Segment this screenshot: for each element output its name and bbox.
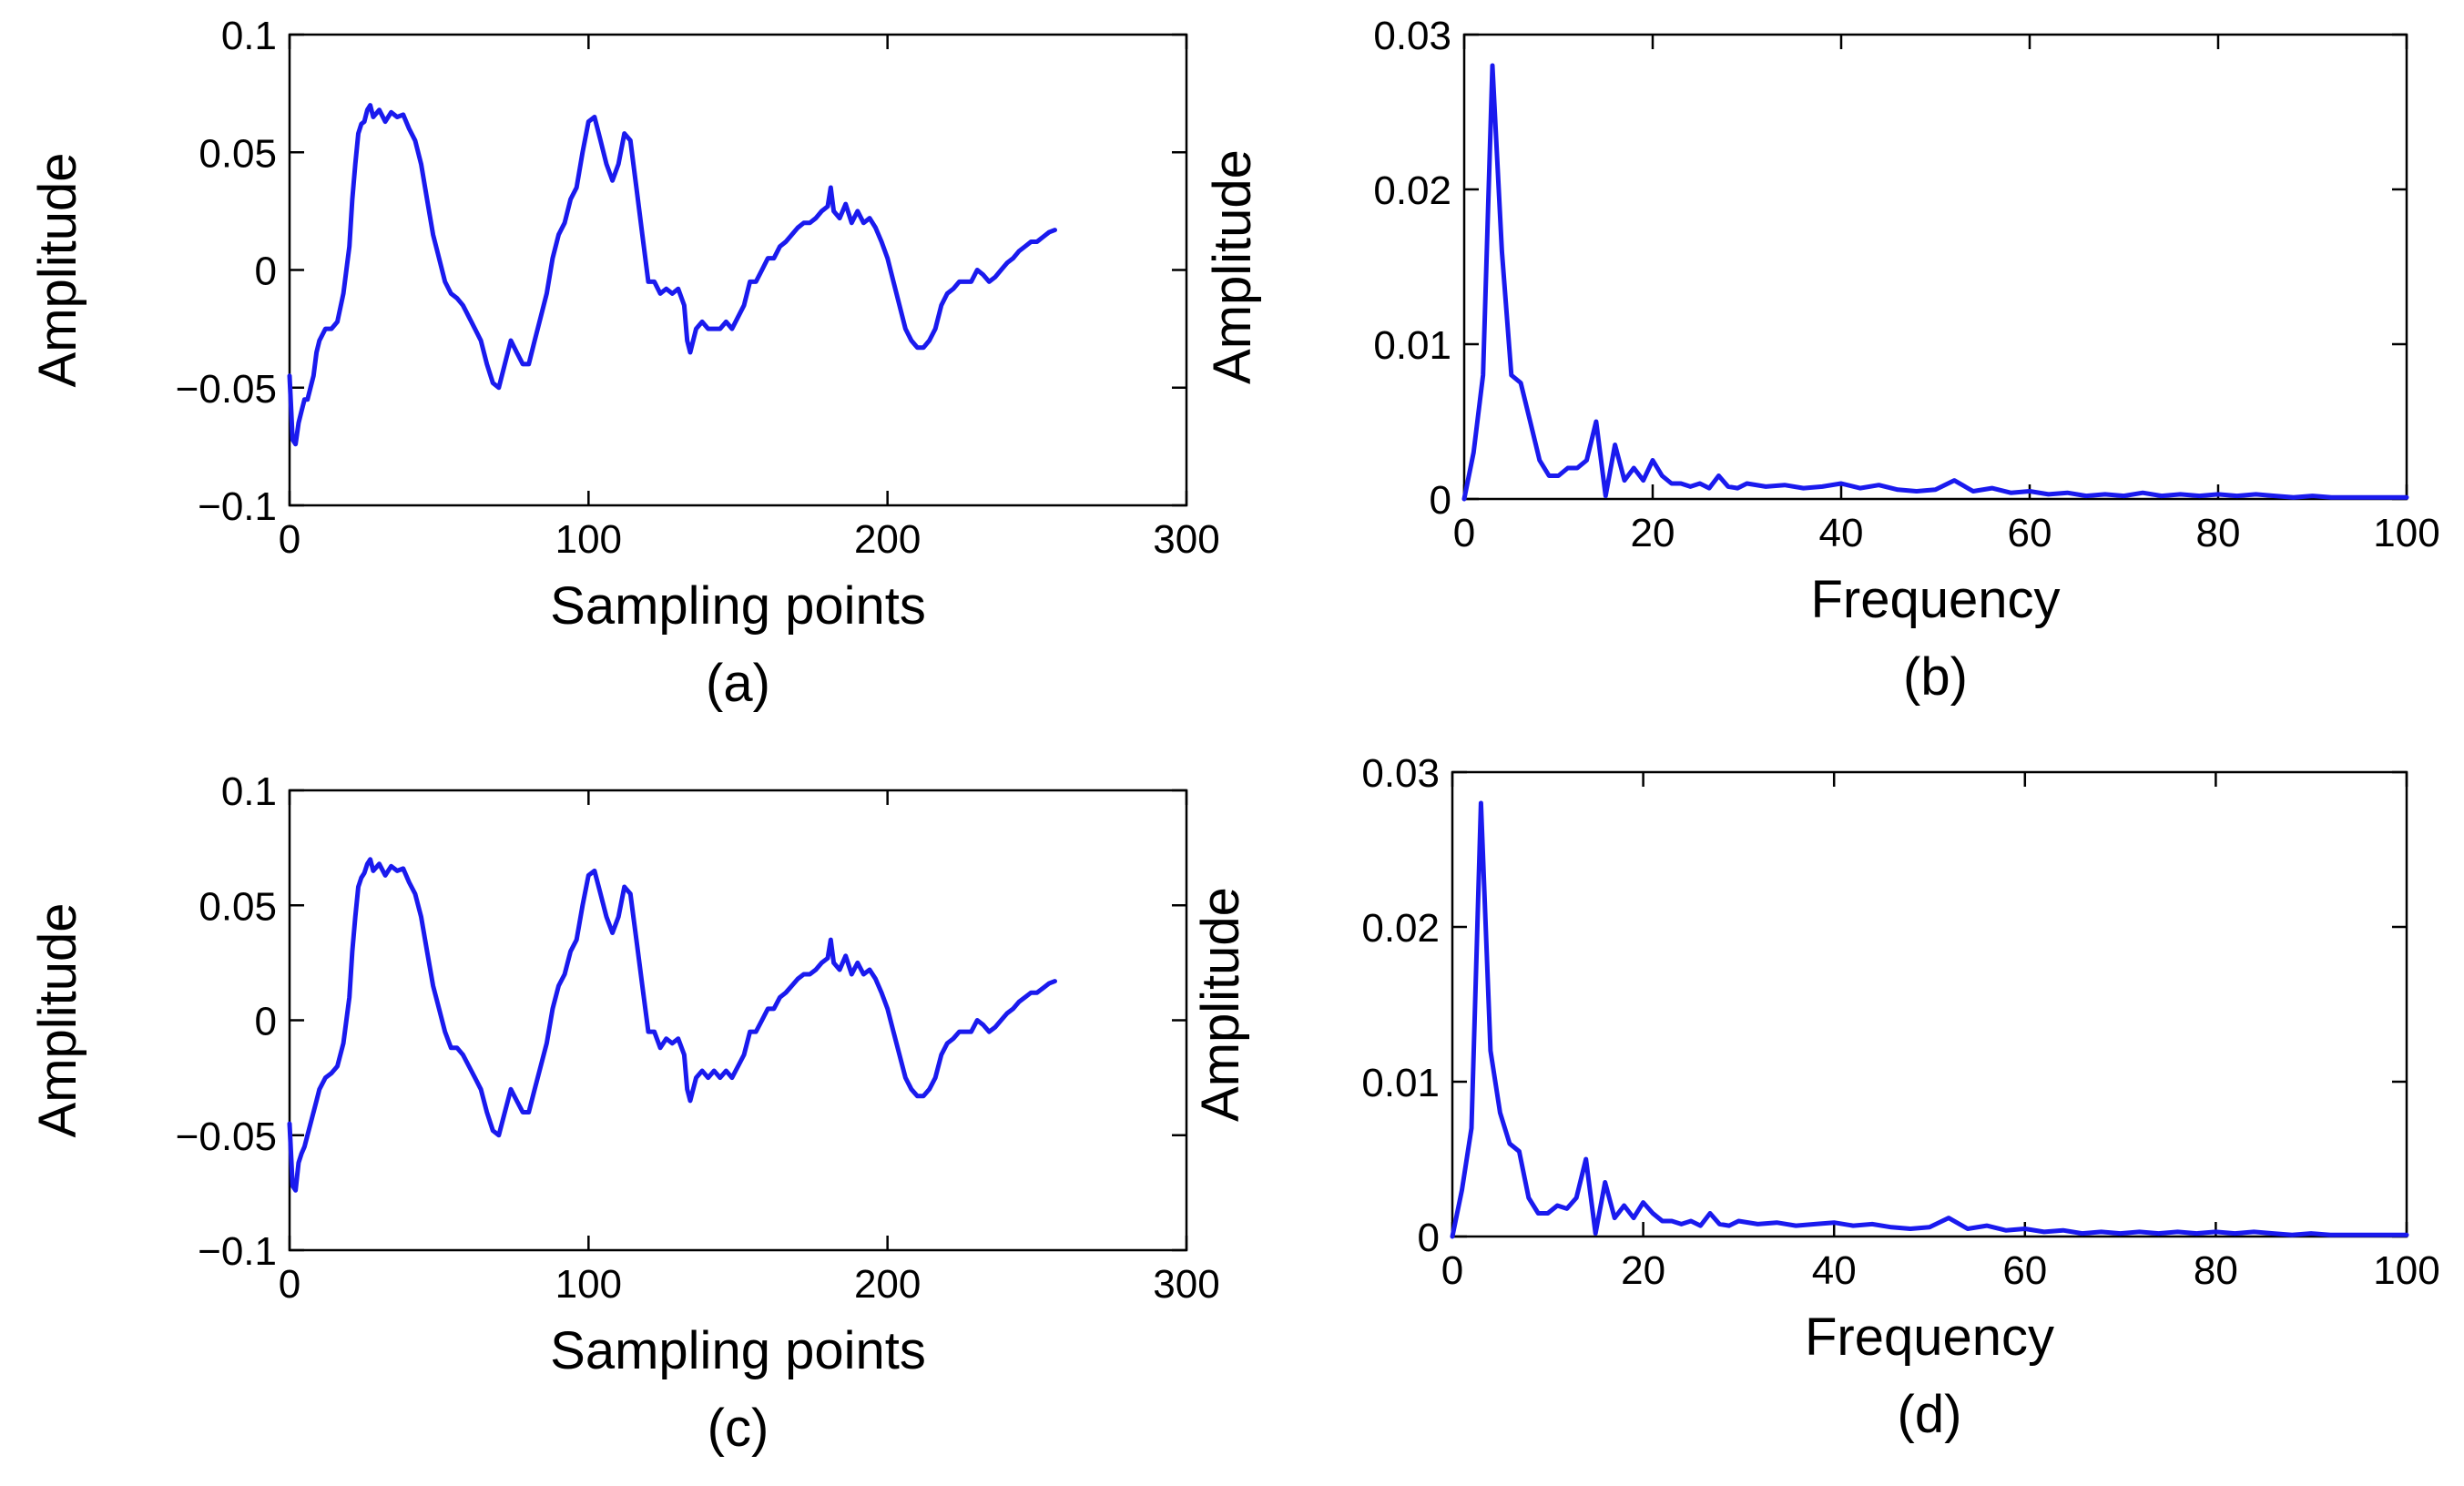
y-tick-label: −0.1 [198, 1229, 277, 1274]
x-tick-label: 100 [2373, 1248, 2439, 1293]
series-line-signal [287, 857, 1057, 1193]
x-tick-label: 80 [2196, 511, 2241, 555]
y-tick-label: 0 [1418, 1216, 1440, 1260]
x-tick-label: 0 [1453, 511, 1475, 555]
series-line-spectrum [1450, 800, 2409, 1239]
y-tick-label: 0.02 [1373, 168, 1451, 213]
x-axis-label: Sampling points [550, 576, 926, 636]
x-tick-label: 20 [1631, 511, 1675, 555]
series-line-signal [287, 103, 1057, 447]
x-tick-label: 0 [1441, 1248, 1463, 1293]
panel-caption: (b) [1903, 647, 1968, 707]
y-axis-label: Amplitude [1191, 887, 1250, 1122]
x-tick-label: 60 [2008, 511, 2052, 555]
y-tick-label: −0.05 [176, 367, 277, 412]
y-tick-label: 0.02 [1361, 906, 1440, 951]
y-axis-label: Amplitude [28, 903, 87, 1138]
y-tick-label: 0 [255, 249, 277, 294]
y-tick-label: 0.01 [1373, 323, 1451, 368]
y-tick-label: −0.05 [176, 1114, 277, 1159]
x-tick-label: 100 [2373, 511, 2439, 555]
x-tick-label: 300 [1153, 1262, 1219, 1307]
x-tick-label: 0 [279, 517, 300, 562]
y-tick-label: 0.01 [1361, 1061, 1440, 1105]
x-tick-label: 40 [1819, 511, 1864, 555]
chart-panel-a: 0 100 200 300 −0.1 −0.05 0 0.05 0.1 Sampling poin… [28, 14, 1220, 713]
y-tick-label: −0.1 [198, 484, 277, 529]
panel-caption: (d) [1898, 1385, 1962, 1444]
x-tick-label: 40 [1812, 1248, 1857, 1293]
y-tick-label: 0.05 [199, 131, 277, 176]
x-tick-label: 100 [555, 517, 622, 562]
chart-panel-b: 0 20 40 60 80 100 0 0.01 0.02 0.03 Frequency Amplit… [1203, 14, 2440, 707]
y-tick-label: 0 [1430, 478, 1451, 523]
y-tick-label: 0.1 [221, 14, 277, 58]
plot-frame [1462, 33, 2408, 501]
x-tick-label: 60 [2002, 1248, 2047, 1293]
x-axis-label: Sampling points [550, 1321, 926, 1380]
y-tick-label: 0.03 [1361, 751, 1440, 796]
series-line-spectrum [1461, 63, 2409, 502]
y-tick-label: 0.03 [1373, 14, 1451, 58]
x-axis-label: Frequency [1805, 1308, 2054, 1367]
y-axis-label: Amplitude [28, 153, 87, 388]
chart-panel-d: 0 20 40 60 80 100 0 0.01 0.02 0.03 Frequency Amplit… [1191, 751, 2440, 1444]
plot-frame [1451, 770, 2408, 1238]
y-tick-label: 0 [255, 1000, 277, 1044]
panel-caption: (a) [706, 654, 770, 713]
x-tick-label: 80 [2194, 1248, 2238, 1293]
panel-caption: (c) [708, 1399, 769, 1458]
x-tick-label: 20 [1621, 1248, 1665, 1293]
x-tick-label: 300 [1153, 517, 1219, 562]
x-tick-label: 200 [854, 1262, 921, 1307]
chart-panel-c: 0 100 200 300 −0.1 −0.05 0 0.05 0.1 Sampling poin… [28, 769, 1220, 1458]
x-tick-label: 200 [854, 517, 921, 562]
y-tick-label: 0.1 [221, 769, 277, 814]
y-tick-label: 0.05 [199, 884, 277, 929]
x-tick-label: 0 [279, 1262, 300, 1307]
x-axis-label: Frequency [1810, 570, 2060, 629]
x-tick-label: 100 [555, 1262, 622, 1307]
y-axis-label: Amplitude [1203, 149, 1262, 384]
